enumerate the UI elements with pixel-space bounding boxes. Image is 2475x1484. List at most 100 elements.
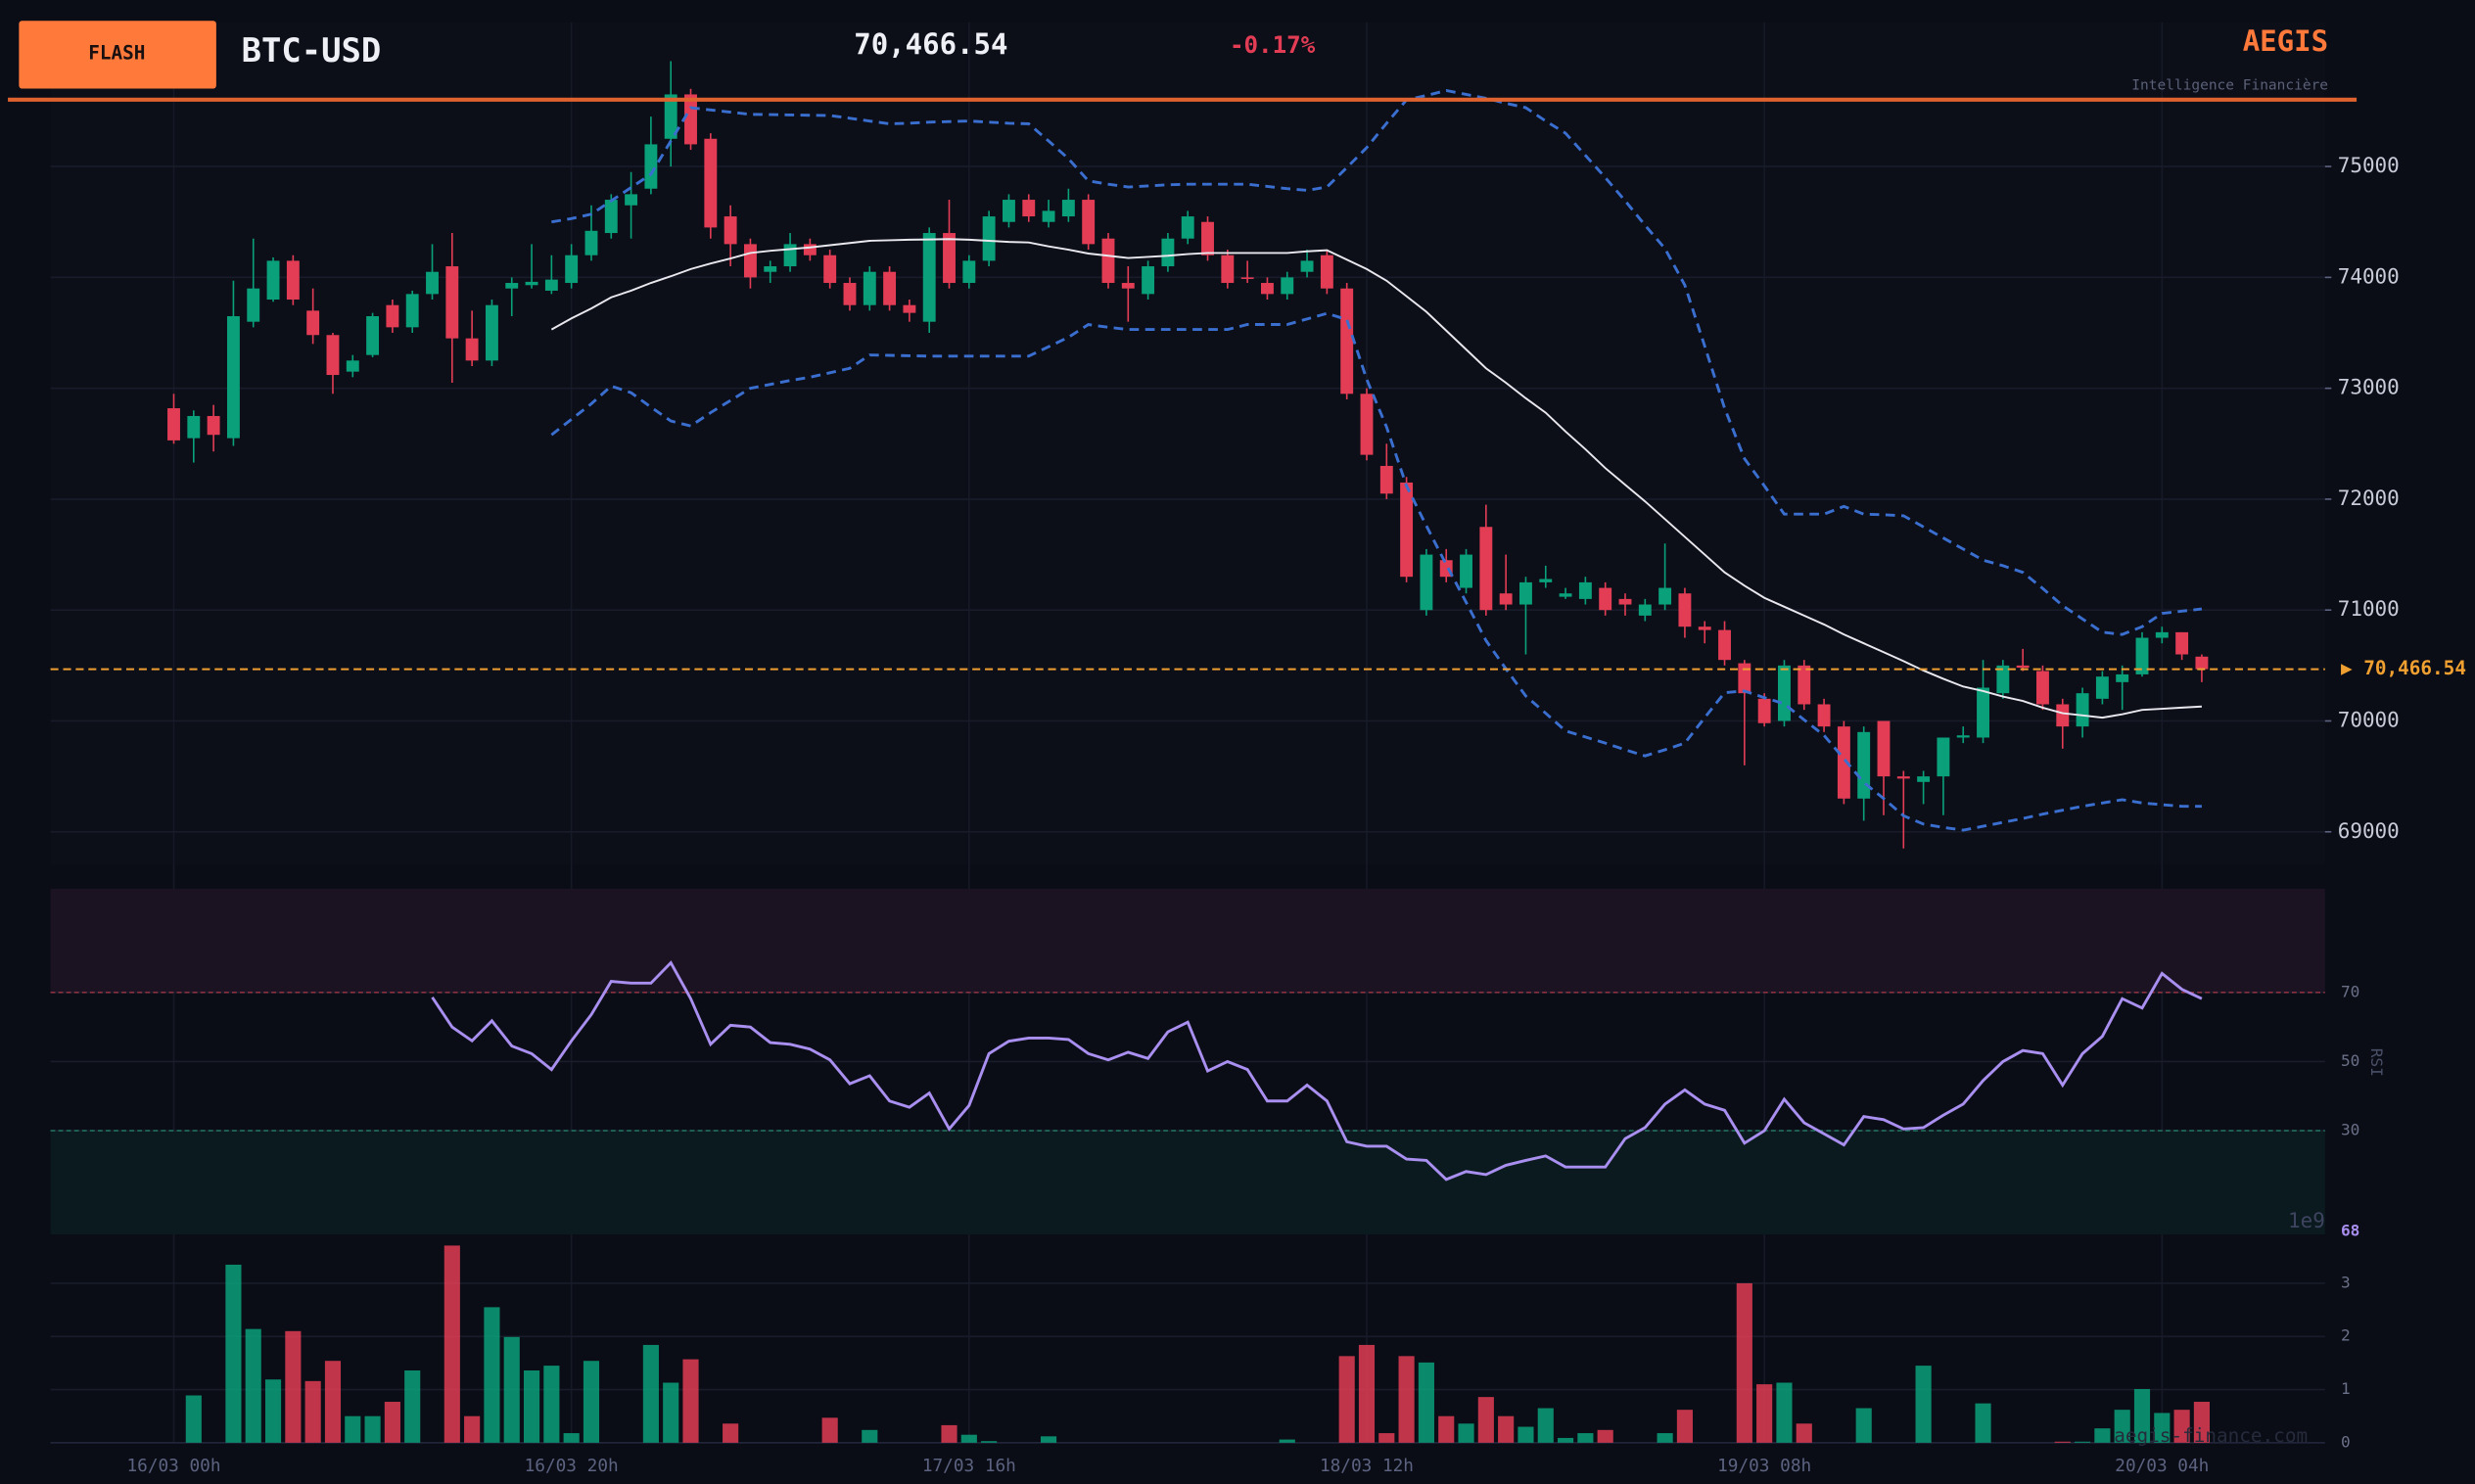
candle-body [1082, 200, 1096, 245]
candle-body [1320, 255, 1333, 289]
volume-bar [1657, 1433, 1673, 1443]
candle-body [1917, 776, 1931, 782]
oversold-zone [50, 1131, 2325, 1235]
volume-bar [2094, 1428, 2111, 1443]
candle-body [1539, 579, 1553, 582]
candle-body [1042, 210, 1055, 222]
candle-body [2155, 631, 2169, 638]
volume-bar [583, 1361, 600, 1443]
rsi-last-value: 68 [2341, 1221, 2359, 1239]
x-tick-label: 20/03 04h [2115, 1457, 2209, 1476]
volume-bar [1438, 1415, 1455, 1443]
candle-body [943, 233, 956, 284]
y-tick-label: 75000 [2338, 154, 2400, 177]
candle-body [1738, 663, 1751, 694]
volume-bar [1537, 1408, 1554, 1443]
badge-label: FLASH [88, 42, 145, 65]
candle-body [704, 138, 718, 228]
candle-body [1022, 200, 1036, 217]
candle-body [1798, 665, 1811, 705]
candle-body [2135, 637, 2149, 674]
candle-body [2195, 656, 2209, 670]
candle-body [465, 338, 479, 361]
x-tick-label: 16/03 20h [525, 1457, 619, 1476]
candle-body [604, 200, 618, 234]
plot: 16/03 00h 16/03 20h 17/03 16h 18/03 12h 19/0… [50, 61, 2466, 1476]
candle-body [1977, 687, 1989, 738]
rsi-tick-label: 30 [2341, 1121, 2359, 1139]
candle-body [1101, 238, 1115, 284]
volume-bar [1398, 1356, 1415, 1443]
candle-body [1221, 255, 1235, 284]
candle-body [1658, 587, 1672, 605]
volume-bar [682, 1359, 699, 1443]
volume-bar [723, 1423, 739, 1443]
candle-body [326, 335, 340, 376]
volume-tick-label: 3 [2341, 1273, 2351, 1291]
volume-bar [1358, 1344, 1376, 1443]
volume-bar [2173, 1410, 2190, 1443]
candle-body [1857, 731, 1871, 799]
candle-body [1121, 283, 1135, 289]
candle-body [1379, 465, 1393, 494]
volume-bar [444, 1245, 460, 1443]
candle-body [2095, 676, 2109, 699]
volume-bar [2193, 1402, 2210, 1443]
volume-bar [642, 1344, 659, 1443]
candle-body [1400, 482, 1414, 578]
candle-body [1420, 554, 1433, 611]
bollinger-line [550, 238, 2202, 719]
candle-body [1559, 593, 1572, 597]
candle-body [386, 304, 399, 328]
candle-body [565, 255, 579, 284]
candle-body [1519, 581, 1532, 605]
candle-body [1698, 626, 1711, 630]
x-tick-label: 18/03 12h [1320, 1457, 1414, 1476]
candle-body [644, 144, 658, 189]
y-tick-label: 70000 [2338, 708, 2400, 731]
candle-body [207, 415, 220, 436]
volume-bar [1458, 1423, 1474, 1443]
candle-body [1599, 587, 1612, 611]
volume-bar [2154, 1413, 2171, 1443]
rsi-line [431, 960, 2203, 1182]
volume-tick-label: 2 [2341, 1326, 2351, 1345]
candle-body [1778, 665, 1791, 721]
candle-body [2036, 671, 2049, 705]
candle-body [306, 310, 320, 336]
candle-body [2116, 673, 2129, 682]
candle-body [2076, 693, 2089, 727]
volume-bar [1776, 1382, 1793, 1443]
volume-bar [563, 1433, 580, 1443]
candle-body [1300, 260, 1314, 272]
volume-bar [1477, 1397, 1494, 1443]
candle-body [1161, 238, 1175, 267]
candle-body [1896, 776, 1910, 779]
volume-bar [960, 1434, 977, 1443]
volume-bar [404, 1370, 421, 1443]
candle-body [1281, 277, 1294, 295]
candle-body [405, 294, 419, 328]
candle-body [1340, 288, 1354, 394]
volume-bar [2075, 1441, 2091, 1443]
candle-body [366, 316, 380, 355]
candle-body [724, 216, 737, 245]
volume-bar [1040, 1436, 1057, 1443]
candle-body [922, 233, 936, 322]
volume-offset-label: 1e9 [2288, 1209, 2325, 1232]
flash-badge[interactable] [19, 21, 216, 89]
volume-bar [1518, 1426, 1534, 1443]
candle-body [625, 194, 638, 206]
volume-bar [2054, 1441, 2071, 1443]
candle-body [982, 216, 996, 261]
candle-body [903, 304, 916, 313]
volume-bar [364, 1415, 381, 1443]
candle-body [247, 288, 260, 322]
candle-body [1499, 593, 1513, 605]
candle-body [1061, 200, 1075, 217]
candle-body [1479, 527, 1493, 611]
candle-body [1638, 604, 1652, 616]
candle-body [187, 415, 201, 439]
